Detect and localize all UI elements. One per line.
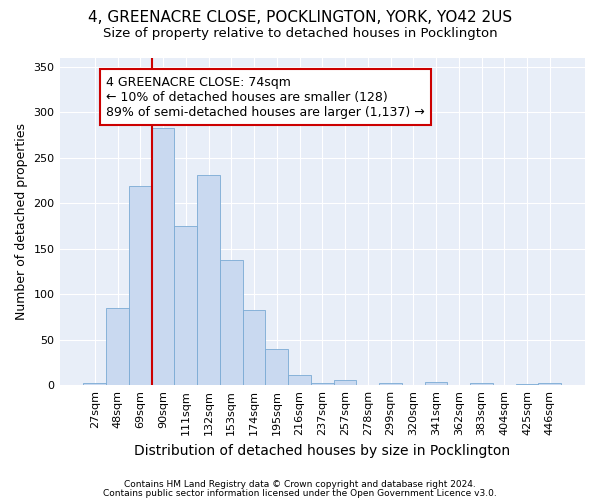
Text: Contains public sector information licensed under the Open Government Licence v3: Contains public sector information licen… [103, 489, 497, 498]
Bar [470, 384, 493, 385]
Bar [311, 384, 334, 385]
Bar [379, 384, 402, 385]
Text: Size of property relative to detached houses in Pocklington: Size of property relative to detached ho… [103, 28, 497, 40]
Bar [220, 260, 242, 385]
Text: 4, GREENACRE CLOSE, POCKLINGTON, YORK, YO42 2US: 4, GREENACRE CLOSE, POCKLINGTON, YORK, Y… [88, 10, 512, 25]
Bar [129, 186, 152, 385]
Text: 4 GREENACRE CLOSE: 74sqm
← 10% of detached houses are smaller (128)
89% of semi-: 4 GREENACRE CLOSE: 74sqm ← 10% of detach… [106, 76, 425, 118]
Bar [265, 349, 288, 385]
Bar [288, 375, 311, 385]
Bar [197, 175, 220, 385]
Bar [152, 128, 175, 385]
Y-axis label: Number of detached properties: Number of detached properties [15, 123, 28, 320]
Text: Contains HM Land Registry data © Crown copyright and database right 2024.: Contains HM Land Registry data © Crown c… [124, 480, 476, 489]
Bar [242, 310, 265, 385]
Bar [538, 384, 561, 385]
Bar [334, 380, 356, 385]
Bar [83, 384, 106, 385]
Bar [106, 308, 129, 385]
Bar [425, 382, 448, 385]
Bar [175, 226, 197, 385]
X-axis label: Distribution of detached houses by size in Pocklington: Distribution of detached houses by size … [134, 444, 511, 458]
Bar [515, 384, 538, 385]
